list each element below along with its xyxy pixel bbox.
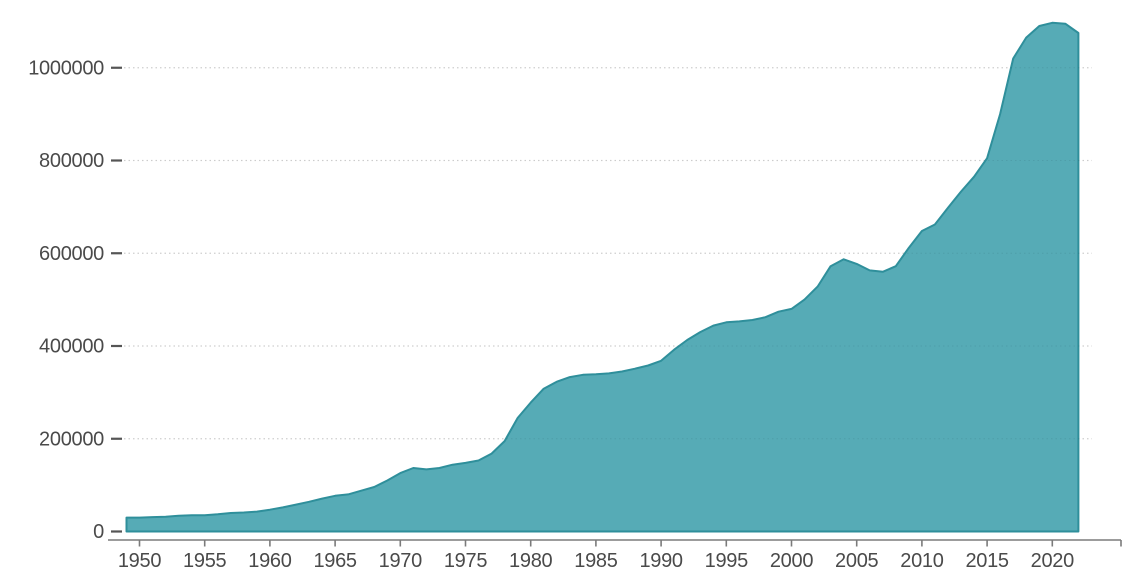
- area-series: [125, 21, 1080, 533]
- x-tick-label: 1950: [118, 550, 161, 572]
- x-tick-label: 2015: [965, 550, 1008, 572]
- y-tick-label: 600000: [39, 243, 104, 265]
- x-tick-label: 1975: [444, 550, 487, 572]
- x-tick-label: 2020: [1031, 550, 1074, 572]
- y-tick-label: 200000: [39, 428, 104, 450]
- x-tick-label: 1995: [705, 550, 748, 572]
- x-tick-label: 1985: [574, 550, 617, 572]
- y-tick-label: 0: [93, 521, 104, 543]
- x-tick-label: 2010: [900, 550, 943, 572]
- x-tick-label: 1980: [509, 550, 552, 572]
- y-tick-label: 1000000: [28, 57, 104, 79]
- x-tick-label: 2000: [770, 550, 813, 572]
- x-tick-label: 1990: [639, 550, 682, 572]
- x-tick-label: 1960: [248, 550, 291, 572]
- x-tick-label: 1965: [313, 550, 356, 572]
- y-tick-label: 400000: [39, 336, 104, 358]
- x-tick-label: 1970: [379, 550, 422, 572]
- y-tick-label: 800000: [39, 150, 104, 172]
- x-tick-label: 1955: [183, 550, 226, 572]
- x-tick-label: 2005: [835, 550, 878, 572]
